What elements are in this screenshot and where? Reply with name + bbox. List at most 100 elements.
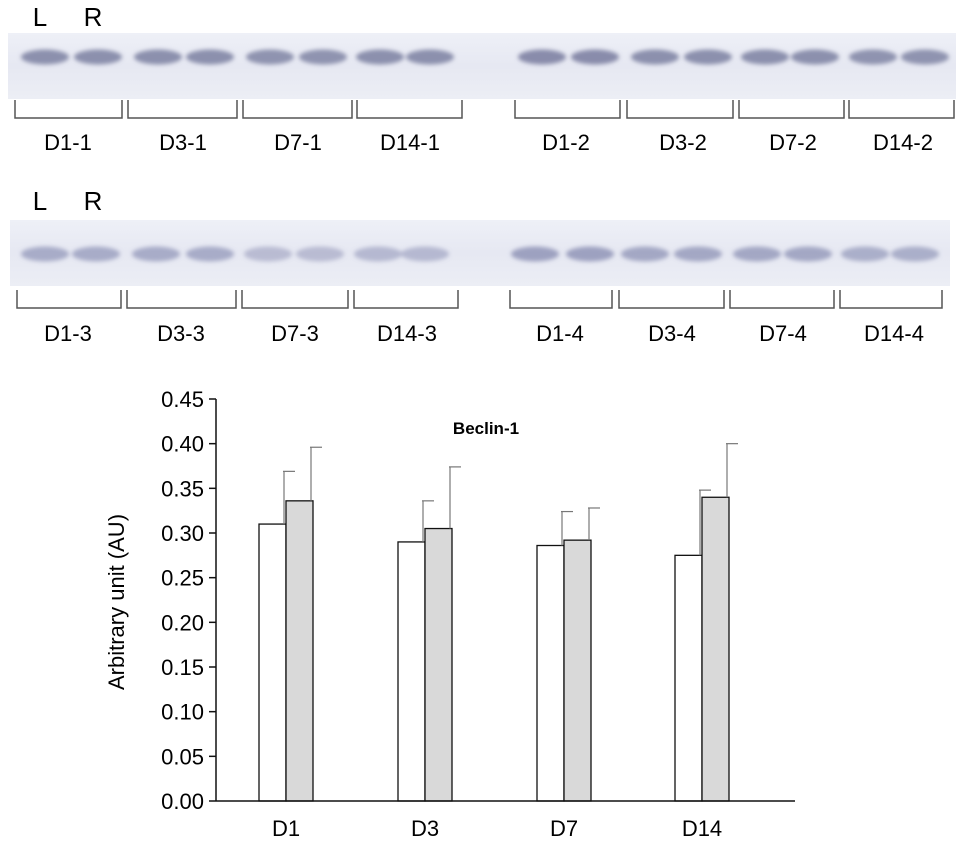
- protein-band: [571, 49, 619, 65]
- group-bracket: [514, 100, 621, 119]
- bar: [397, 541, 426, 802]
- y-tick-label: 0.35: [161, 476, 204, 501]
- bar: [285, 500, 314, 802]
- y-tick-label: 0.05: [161, 744, 204, 769]
- membrane-strip: [8, 33, 956, 99]
- protein-band: [674, 246, 722, 262]
- protein-band: [733, 246, 781, 262]
- group-label: D14-4: [864, 321, 924, 346]
- bar: [701, 496, 730, 802]
- group-bracket: [738, 100, 845, 119]
- protein-band: [299, 49, 347, 65]
- group-label: D7-4: [759, 321, 807, 346]
- protein-band: [244, 246, 292, 262]
- lane-header-left: L: [33, 186, 47, 216]
- group-bracket: [127, 100, 238, 119]
- protein-band: [21, 49, 69, 65]
- group-bracket: [14, 100, 123, 119]
- group-bracket: [241, 290, 349, 309]
- protein-band: [621, 246, 669, 262]
- group-bracket: [729, 290, 835, 309]
- group-bracket: [126, 290, 237, 309]
- group-bracket: [242, 100, 353, 119]
- group-label: D1-4: [536, 321, 584, 346]
- protein-band: [132, 246, 180, 262]
- x-tick-label: D3: [411, 816, 439, 841]
- protein-band: [296, 246, 344, 262]
- y-tick-label: 0.40: [161, 432, 204, 457]
- protein-band: [134, 49, 182, 65]
- group-label: D3-3: [157, 321, 205, 346]
- protein-band: [401, 246, 449, 262]
- group-label: D3-4: [648, 321, 696, 346]
- band-row: [21, 246, 939, 262]
- protein-band: [741, 49, 789, 65]
- bar: [424, 527, 453, 802]
- protein-band: [841, 246, 889, 262]
- group-label: D14-3: [377, 321, 437, 346]
- group-bracket: [509, 290, 613, 309]
- protein-band: [74, 49, 122, 65]
- western-blot-image: L R D1-1 D3-1 D7-1 D14-1 D1-2 D3-2 D7-2 …: [8, 2, 956, 346]
- group-label: D1-3: [44, 321, 92, 346]
- x-tick-label: D1: [272, 816, 300, 841]
- protein-band: [518, 49, 566, 65]
- y-axis: 0.00 0.05 0.10 0.15 0.20 0.25 0.30 0.35 0.40 0.45: [161, 387, 217, 814]
- x-axis: D1 D3 D7 D14: [216, 800, 795, 841]
- y-tick-label: 0.45: [161, 387, 204, 412]
- group-label: D14-1: [380, 130, 440, 155]
- protein-band: [684, 49, 732, 65]
- group-bracket: [16, 290, 122, 309]
- bar-series: [258, 443, 738, 802]
- protein-band: [72, 246, 120, 262]
- chart-title: Beclin-1: [453, 419, 519, 438]
- group-label: D1-1: [44, 130, 92, 155]
- bar: [563, 539, 592, 802]
- group-brackets: [16, 290, 943, 309]
- group-bracket: [626, 100, 734, 119]
- y-tick-label: 0.15: [161, 655, 204, 680]
- group-label: D14-2: [873, 130, 933, 155]
- group-label: D1-2: [542, 130, 590, 155]
- group-label: D7-2: [769, 130, 817, 155]
- blot-panel-2: L R D1-3 D3-3 D7-3 D14-3 D1-4 D3-4 D7-4 …: [10, 186, 950, 346]
- x-tick-label: D14: [682, 816, 722, 841]
- bar: [674, 554, 703, 802]
- y-tick-label: 0.30: [161, 521, 204, 546]
- group-bracket: [848, 100, 955, 119]
- lane-header-right: R: [84, 2, 103, 32]
- band-row: [21, 49, 949, 65]
- y-tick-label: 0.00: [161, 789, 204, 814]
- y-tick-label: 0.10: [161, 700, 204, 725]
- protein-band: [631, 49, 679, 65]
- group-bracket: [618, 290, 725, 309]
- group-label: D3-2: [659, 130, 707, 155]
- protein-band: [784, 246, 832, 262]
- lane-header-right: R: [84, 186, 103, 216]
- group-bracket: [353, 290, 459, 309]
- y-axis-label: Arbitrary unit (AU): [104, 514, 129, 690]
- protein-band: [21, 246, 69, 262]
- group-label: D7-3: [271, 321, 319, 346]
- protein-band: [246, 49, 294, 65]
- group-bracket: [356, 100, 463, 119]
- protein-band: [186, 246, 234, 262]
- blot-panel-1: L R D1-1 D3-1 D7-1 D14-1 D1-2 D3-2 D7-2 …: [8, 2, 956, 155]
- protein-band: [354, 246, 402, 262]
- group-label: D7-1: [274, 130, 322, 155]
- lane-header-left: L: [33, 2, 47, 32]
- protein-band: [891, 246, 939, 262]
- protein-band: [566, 246, 614, 262]
- group-bracket: [839, 290, 943, 309]
- protein-band: [511, 246, 559, 262]
- bar: [258, 523, 287, 802]
- y-tick-label: 0.25: [161, 566, 204, 591]
- protein-band: [791, 49, 839, 65]
- group-brackets: [14, 100, 955, 119]
- group-label: D3-1: [159, 130, 207, 155]
- y-tick-label: 0.20: [161, 610, 204, 635]
- bar: [536, 544, 565, 802]
- protein-band: [406, 49, 454, 65]
- protein-band: [849, 49, 897, 65]
